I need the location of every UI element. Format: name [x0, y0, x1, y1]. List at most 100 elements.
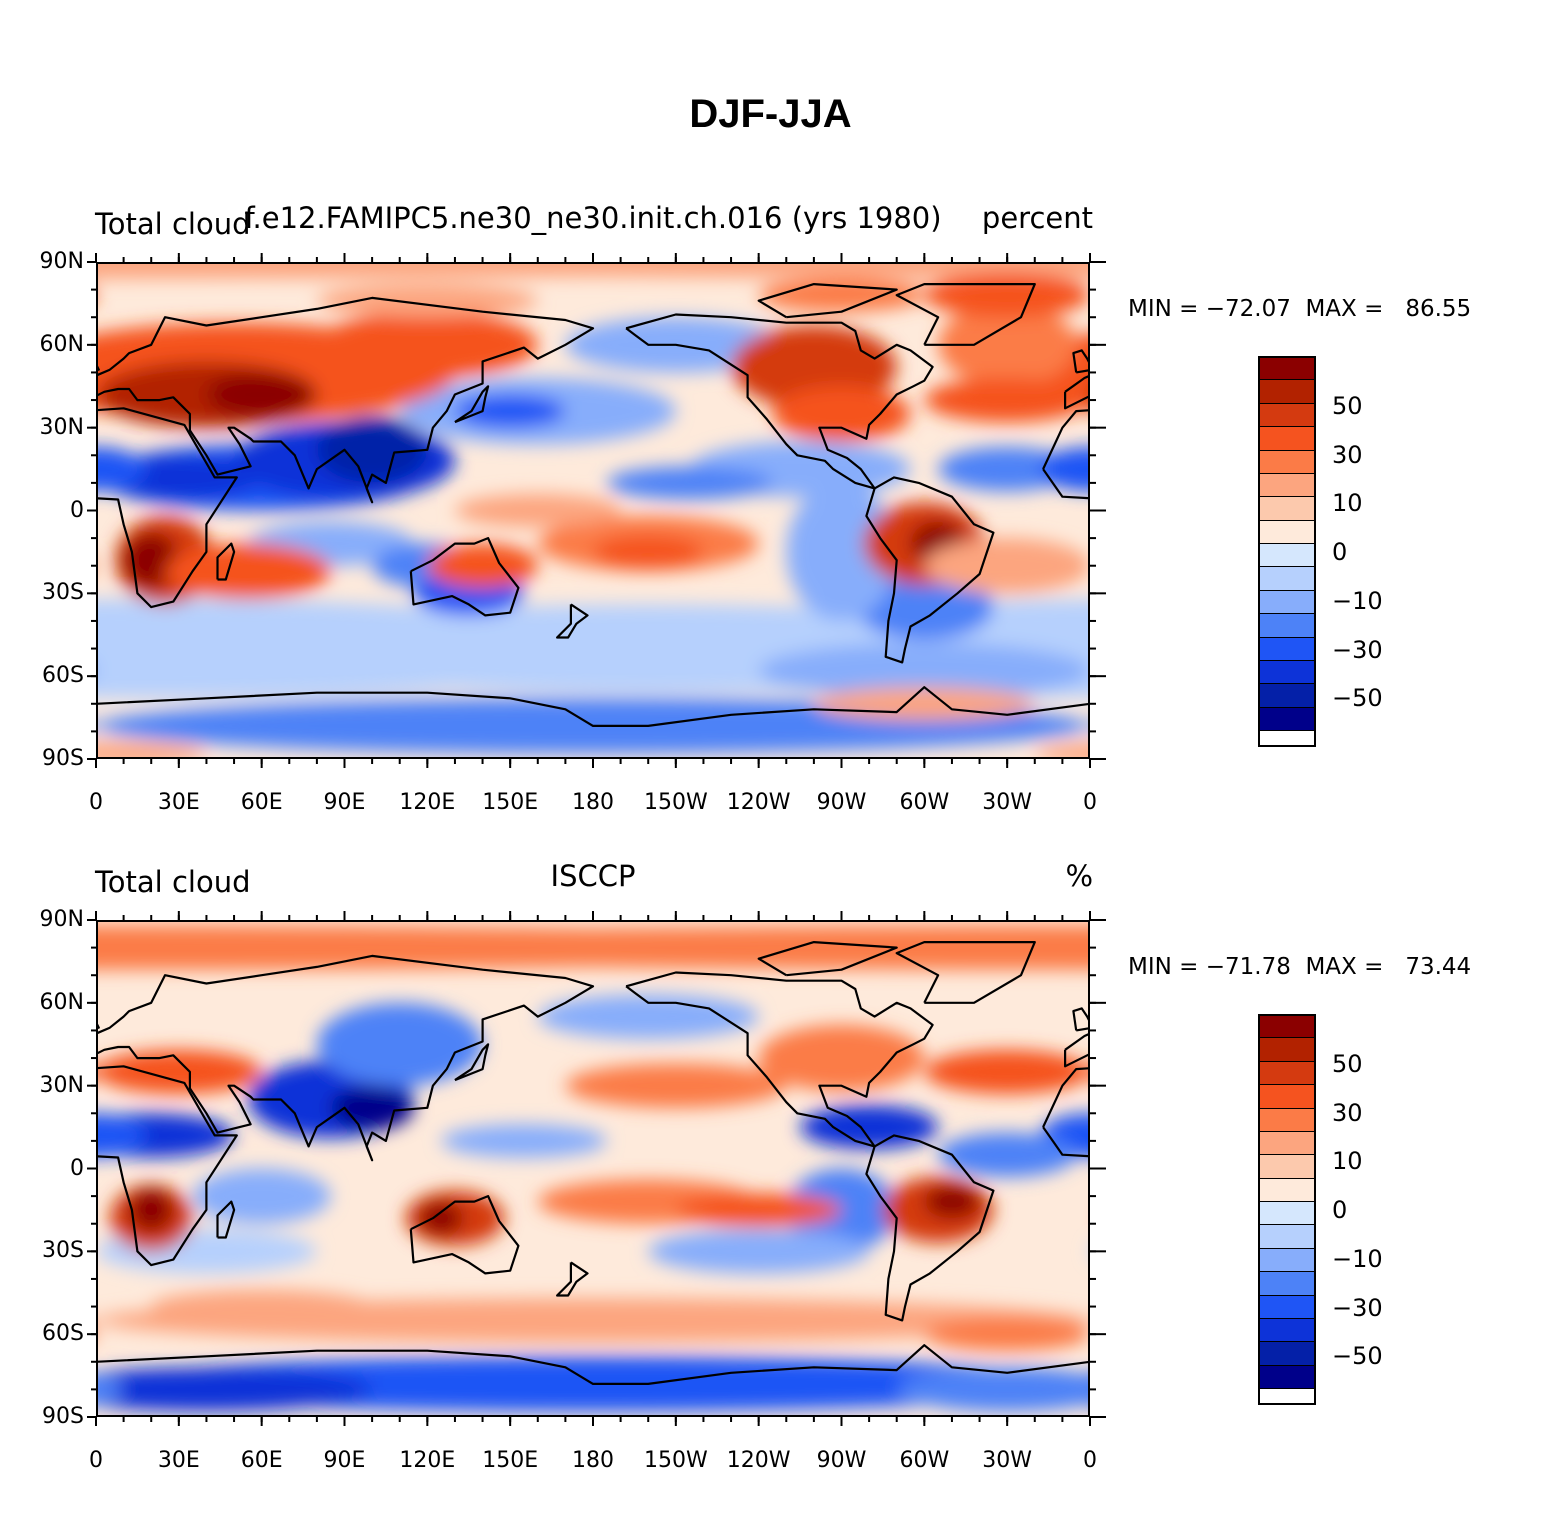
field-contour [758, 278, 925, 312]
lat-label: 60N [39, 989, 84, 1015]
colorbar-label: −10 [1332, 586, 1383, 615]
colorbar-label: 30 [1332, 440, 1363, 469]
lon-label: 150W [643, 1448, 708, 1473]
colorbar-swatch [1258, 402, 1316, 428]
colorbar-swatch [1258, 613, 1316, 638]
coastline [96, 296, 595, 504]
field-contour [419, 1201, 464, 1235]
field-contour [316, 311, 538, 378]
field-contour [192, 1168, 331, 1224]
field-contour [800, 1104, 939, 1150]
lon-label: 60E [240, 1448, 283, 1473]
colorbar-swatch [1258, 1224, 1316, 1249]
panel-units-label: percent [981, 201, 1093, 235]
lat-label: 90N [39, 907, 84, 932]
colorbar-label: 0 [1332, 538, 1348, 566]
field-contour [454, 493, 621, 528]
lon-label: 30E [157, 790, 200, 815]
field-contour [924, 1185, 980, 1219]
field-contour [96, 447, 146, 492]
lat-label: 60N [39, 331, 84, 357]
field-contour [96, 1367, 373, 1412]
lat-label: 60S [42, 1321, 84, 1347]
lon-label: 90E [323, 1448, 366, 1473]
lon-label: 0 [1083, 1448, 1097, 1473]
field-contour [427, 543, 538, 588]
field-contour [537, 994, 759, 1039]
field-contour [938, 1132, 1077, 1177]
lat-label: 30N [39, 414, 84, 440]
lon-label: 150W [643, 790, 708, 815]
coastline [96, 954, 595, 1162]
field-contour [165, 543, 331, 599]
colorbar-swatch [1258, 1201, 1316, 1226]
colorbar-swatch [1258, 1037, 1316, 1062]
colorbar-label: 10 [1332, 1147, 1363, 1176]
field-contour [855, 574, 994, 641]
field-contour [129, 1187, 174, 1233]
field-contour [1040, 447, 1090, 492]
colorbar-swatch [1258, 496, 1316, 521]
colorbar-label: −10 [1332, 1244, 1383, 1273]
coastline [757, 941, 898, 977]
lon-label: 0 [89, 790, 103, 815]
field-contour [1034, 743, 1090, 759]
lat-label: 30S [42, 1238, 84, 1264]
colorbar-swatch [1258, 589, 1316, 615]
map-plot: 90N 60N 30N 0 30S 60S 90S 0 30E 60E 90E 120E 150E 180… [40, 251, 1106, 814]
coastline [96, 1344, 1090, 1385]
lat-label: 60S [42, 663, 84, 689]
field-contour [786, 482, 897, 621]
coastline [757, 283, 898, 319]
panel-left-label: Total cloud [95, 865, 251, 899]
min-max-readout: MIN = −71.78 MAX = 73.44 [1128, 954, 1472, 980]
panel-left-label: Total cloud [95, 207, 251, 241]
lon-label: 90W [816, 1448, 867, 1473]
contour-map [96, 920, 1090, 1417]
colorbar-swatch [1258, 1154, 1316, 1179]
field-contour [123, 532, 179, 588]
obs-panel: Total cloud ISCCP % 90N 60N 30N 0 30S 60S 90S 0… [0, 848, 1541, 1488]
colorbar [1258, 356, 1316, 747]
colorbar-label: −50 [1332, 1342, 1383, 1371]
field-contour [454, 394, 566, 428]
field-contour [593, 535, 704, 569]
coastline [556, 1261, 589, 1297]
lat-label: 0 [70, 497, 84, 523]
colorbar-swatch [1258, 449, 1316, 474]
colorbar-label: −50 [1332, 684, 1383, 713]
colorbar-swatch [1258, 543, 1316, 568]
colorbar-swatch [1258, 1294, 1316, 1319]
colorbar-swatch [1258, 1247, 1316, 1273]
field-contour [758, 1024, 925, 1092]
coastline [96, 686, 1090, 727]
min-max-readout: MIN = −72.07 MAX = 86.55 [1128, 296, 1472, 322]
coastline [96, 407, 238, 609]
colorbar-swatch [1258, 379, 1316, 404]
colorbar-swatch [1258, 472, 1316, 498]
field-contour [758, 643, 1090, 699]
colorbar-swatch [1258, 683, 1316, 708]
field-contour [441, 1124, 607, 1158]
model-panel: Total cloud f.e12.FAMIPC5.ne30_ne30.init… [0, 190, 1541, 830]
lon-label: 90E [323, 790, 366, 815]
coastline [96, 1065, 238, 1267]
lat-label: 90S [42, 746, 84, 771]
coastline [454, 385, 490, 424]
lat-label: 90S [42, 1404, 84, 1429]
field-contour [938, 303, 1077, 387]
figure-title: DJF-JJA [689, 92, 852, 136]
field-contour [316, 284, 538, 318]
lon-label: 60E [240, 790, 283, 815]
lon-label: 30E [157, 1448, 200, 1473]
coastline [865, 476, 995, 664]
colorbar-swatch [1258, 659, 1316, 685]
colorbar-swatch [1258, 426, 1316, 451]
lon-label: 0 [89, 1448, 103, 1473]
field-contour [772, 386, 911, 442]
colorbar-swatch [1258, 1341, 1316, 1366]
lon-label: 120E [399, 1448, 456, 1473]
field-contour [151, 1289, 373, 1324]
colorbar-swatch [1258, 566, 1316, 591]
field-contour [565, 1063, 787, 1108]
